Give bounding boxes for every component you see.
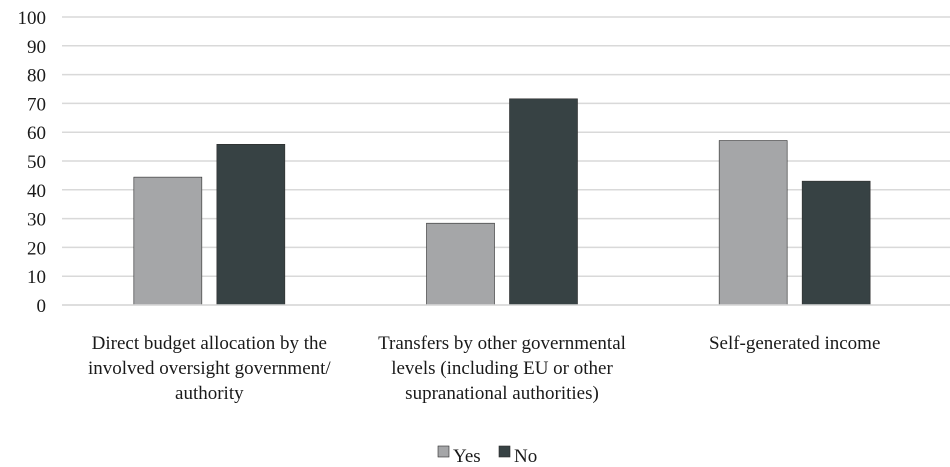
x-tick-label: involved oversight government/ [88,358,331,379]
x-tick-label: levels (including EU or other [391,358,613,379]
y-tick-label: 0 [37,296,47,317]
y-tick-label: 100 [18,8,47,29]
y-tick-label: 90 [27,37,46,58]
y-tick-label: 10 [27,267,46,288]
y-axis: 0 10 20 30 40 50 60 70 80 90 100 [18,8,47,317]
legend: Yes No [437,445,537,467]
y-tick-label: 60 [27,123,46,144]
legend-swatch-yes [437,445,450,458]
x-tick-label: supranational authorities) [405,383,599,404]
x-axis: Direct budget allocation by the involved … [62,304,950,404]
x-tick-label: authority [175,383,244,404]
y-tick-label: 30 [27,210,46,231]
gridlines [62,16,950,306]
legend-label-yes: Yes [453,446,481,467]
legend-label-no: No [514,446,537,467]
y-tick-label: 70 [27,94,46,115]
x-tick-label: Self-generated income [709,333,880,354]
y-tick-label: 20 [27,238,46,259]
legend-swatch-no [498,445,511,458]
bar-no-2 [801,180,871,306]
y-tick-label: 40 [27,181,46,202]
y-tick-label: 80 [27,66,46,87]
bar-yes-2 [718,140,788,306]
y-tick-label: 50 [27,152,46,173]
bar-yes-0 [133,176,203,306]
bar-yes-1 [426,222,495,306]
x-tick-label: Direct budget allocation by the [92,333,327,354]
bars [133,98,871,306]
bar-no-1 [509,98,578,306]
x-tick-label: Transfers by other governmental [378,333,626,354]
bar-no-0 [216,143,286,306]
